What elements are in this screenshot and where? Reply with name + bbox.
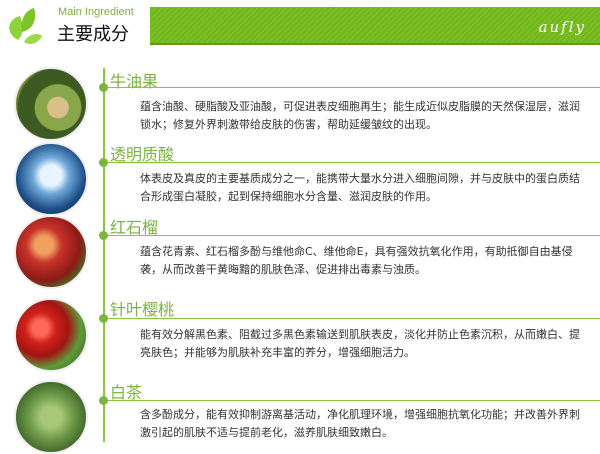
avocado-image [14, 67, 88, 141]
section-title: 主要成分 [57, 24, 129, 45]
pomegranate-image [14, 215, 88, 289]
ingredient-description: 含多酚成分，能有效抑制游离基活动，净化肌理环境，增强细胞抗氧化功能；并改善外界刺… [140, 408, 580, 439]
timeline-dot [99, 83, 108, 92]
divider [103, 162, 600, 163]
timeline-dot [99, 396, 108, 405]
acerola-cherry-image [14, 298, 88, 372]
section-subtitle: Main Ingredient [58, 6, 134, 18]
ingredient-description: 能有效分解黑色素、阻截过多黑色素输送到肌肤表皮，淡化并防止色素沉积，从而嫩白、提… [140, 328, 580, 359]
brand-logo: aufly [538, 18, 586, 36]
timeline-dot [99, 158, 108, 167]
ingredient-name: 透明质酸 [110, 145, 175, 164]
timeline-line [103, 68, 105, 442]
divider [103, 87, 600, 88]
divider [103, 400, 600, 401]
ingredient-name: 针叶樱桃 [110, 300, 175, 319]
ingredient-name: 牛油果 [110, 72, 159, 91]
ingredient-description: 蕴含油酸、硬脂酸及亚油酸，可促进表皮细胞再生；能生成近似皮脂膜的天然保湿层，滋润… [140, 100, 580, 131]
ingredient-name: 白茶 [110, 383, 143, 402]
leaf-logo-icon [4, 4, 44, 46]
timeline-dot [99, 314, 108, 323]
ingredient-name: 红石榴 [110, 218, 159, 237]
header-banner: aufly [150, 7, 600, 45]
water-splash-image [14, 142, 88, 216]
ingredient-description: 蕴含花青素、红石榴多酚与维他命C、维他命E，具有强效抗氧化作用，有助抵御自由基侵… [140, 245, 573, 276]
white-tea-image [14, 380, 88, 454]
timeline-dot [99, 231, 108, 240]
divider [103, 235, 600, 236]
divider [103, 318, 600, 319]
ingredient-description: 体表皮及真皮的主要基质成分之一，能携带大量水分进入细胞间隙，并与皮肤中的蛋白质结… [140, 172, 580, 203]
